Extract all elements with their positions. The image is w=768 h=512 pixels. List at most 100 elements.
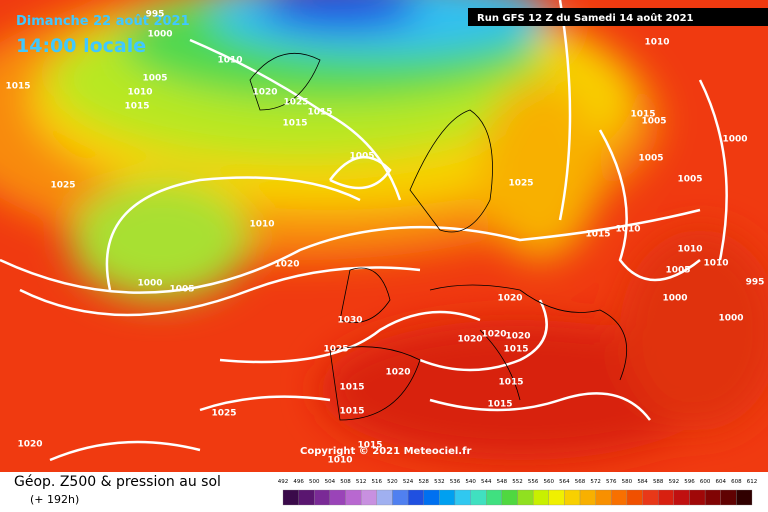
legend-swatch xyxy=(611,489,628,506)
legend-tick: 508 xyxy=(340,479,351,485)
legend-swatch xyxy=(548,489,565,506)
legend-swatch xyxy=(595,489,612,506)
legend-swatch xyxy=(439,489,456,506)
isobar-label: 1010 xyxy=(703,259,728,269)
isobar-label: 1015 xyxy=(5,82,30,92)
isobar-label: 1025 xyxy=(323,345,348,355)
date: Dimanche 22 août 2021 xyxy=(16,14,190,29)
legend-tick: 600 xyxy=(700,479,711,485)
isobar-label: 1015 xyxy=(339,407,364,417)
isobar-label: 1025 xyxy=(283,98,308,108)
legend-tick: 552 xyxy=(512,479,523,485)
legend-swatch xyxy=(501,489,518,506)
isobar-label: 1000 xyxy=(147,30,172,40)
isobar-label: 1015 xyxy=(282,119,307,129)
legend-swatch xyxy=(470,489,487,506)
isobar-label: 1015 xyxy=(630,110,655,120)
legend-tick: 612 xyxy=(747,479,758,485)
legend-tick: 588 xyxy=(653,479,664,485)
isobar-label: 1015 xyxy=(124,102,149,112)
legend-swatch xyxy=(454,489,471,506)
isobar-label: 1010 xyxy=(327,456,352,466)
isobar-label: 1005 xyxy=(638,154,663,164)
isobar-label: 1015 xyxy=(487,400,512,410)
copyright: Copyright © 2021 Meteociel.fr xyxy=(300,446,471,457)
legend-tick: 532 xyxy=(434,479,445,485)
isobar-labels: 9951000101010051010101510151020102510151… xyxy=(5,10,764,466)
footer-lead: (+ 192h) xyxy=(30,493,79,506)
isobar-label: 1000 xyxy=(718,314,743,324)
isobar-label: 1010 xyxy=(615,225,640,235)
legend-tick: 548 xyxy=(497,479,508,485)
isobar-label: 1005 xyxy=(169,285,194,295)
legend-swatch xyxy=(658,489,674,506)
legend-swatch xyxy=(673,489,690,506)
coastlines xyxy=(249,53,627,421)
isobar-label: 1010 xyxy=(249,220,274,230)
legend-tick: 572 xyxy=(590,479,601,485)
isobar-label: 1010 xyxy=(217,56,242,66)
isobar-label: 1020 xyxy=(385,368,410,378)
isobar-label: 1015 xyxy=(503,345,528,355)
legend-tick: 608 xyxy=(731,479,742,485)
isobar-label: 1005 xyxy=(665,266,690,276)
legend-swatch xyxy=(626,489,643,506)
legend-tick: 520 xyxy=(387,479,398,485)
legend-tick: 576 xyxy=(606,479,617,485)
isobar-label: 1005 xyxy=(677,175,702,185)
isobar-label: 1000 xyxy=(137,279,162,289)
legend-tick: 500 xyxy=(309,479,320,485)
legend-swatch xyxy=(736,489,753,506)
legend-tick: 528 xyxy=(418,479,429,485)
isobar-label: 1015 xyxy=(498,378,523,388)
legend-swatch xyxy=(720,489,737,506)
isobar-label: 1015 xyxy=(357,441,382,451)
legend-swatch xyxy=(579,489,596,506)
isobar-label: 1020 xyxy=(481,330,506,340)
legend-tick: 584 xyxy=(637,479,648,485)
legend-swatch xyxy=(376,489,393,506)
color-legend: 492 496 500 504 508 512 516 520 524 528 532 536 540 5… xyxy=(278,479,758,506)
legend-tick: 504 xyxy=(325,479,336,485)
isobar-label: 1030 xyxy=(337,316,362,326)
legend-swatch xyxy=(345,489,362,506)
isobar-label: 1020 xyxy=(457,335,482,345)
legend-tick: 592 xyxy=(669,479,680,485)
legend-tick: 560 xyxy=(544,479,555,485)
legend-swatch xyxy=(392,489,409,506)
isobar-label: 1015 xyxy=(307,108,332,118)
legend-swatch xyxy=(517,489,534,506)
legend-swatch xyxy=(564,489,581,506)
legend-tick: 492 xyxy=(278,479,289,485)
isobar-label: 1025 xyxy=(211,409,236,419)
legend-tick: 540 xyxy=(465,479,476,485)
run-box xyxy=(468,8,768,26)
legend-tick: 536 xyxy=(450,479,461,485)
isobar-label: 1020 xyxy=(274,260,299,270)
isobar-label: 1005 xyxy=(349,152,374,162)
legend-tick: 580 xyxy=(622,479,633,485)
isobar-label: 995 xyxy=(746,278,765,288)
legend-tick: 512 xyxy=(356,479,367,485)
isobar-label: 1005 xyxy=(142,74,167,84)
legend-swatch xyxy=(282,489,299,506)
legend-tick: 568 xyxy=(575,479,586,485)
map: Run GFS 12 Z du Samedi 14 août 2021 Dima… xyxy=(0,0,768,472)
legend-swatch xyxy=(423,489,440,506)
legend-swatch xyxy=(486,489,503,506)
legend-swatch xyxy=(329,489,346,506)
isobar-label: 1010 xyxy=(677,245,702,255)
footer-title: Géop. Z500 & pression au sol xyxy=(14,474,221,490)
legend-swatch xyxy=(532,489,549,506)
run-label: Run GFS 12 Z du Samedi 14 août 2021 xyxy=(477,12,694,24)
isobar-label: 1020 xyxy=(17,440,42,450)
legend-tick: 496 xyxy=(293,479,304,485)
legend-tick: 544 xyxy=(481,479,492,485)
isobar-label: 1020 xyxy=(505,332,530,342)
legend-swatch xyxy=(407,489,424,506)
isobar-label: 1005 xyxy=(641,117,666,127)
time: 14:00 locale xyxy=(16,35,146,57)
isobar-label: 1015 xyxy=(339,383,364,393)
isobar-label: 1020 xyxy=(497,294,522,304)
